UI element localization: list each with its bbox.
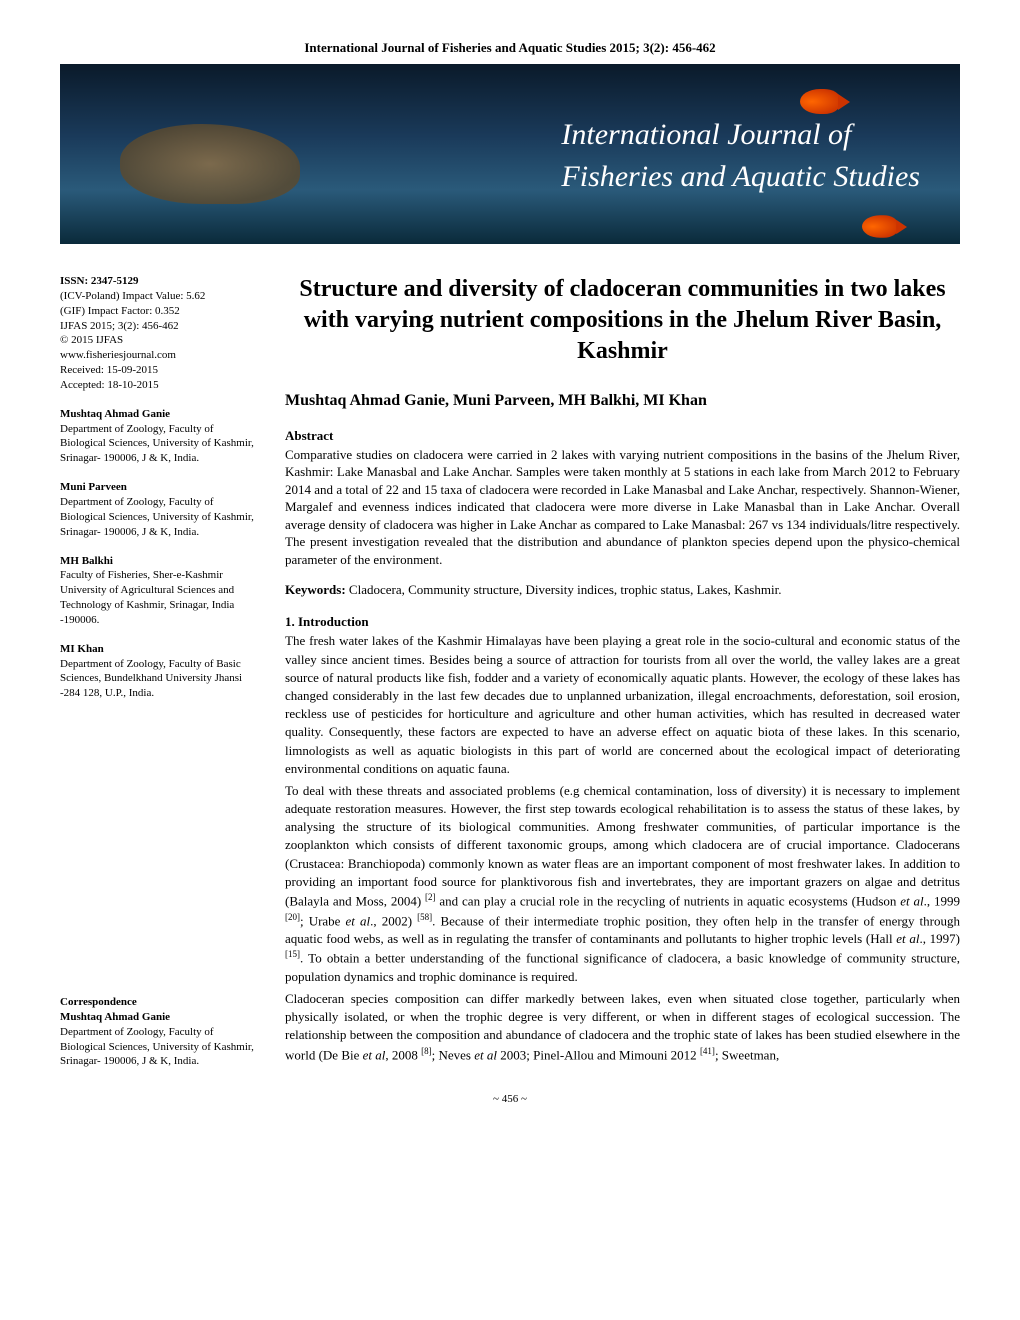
fish-graphic-1 [800, 89, 840, 114]
main-content: Structure and diversity of cladoceran co… [285, 274, 960, 1083]
banner-title-line1: International Journal of [561, 114, 920, 156]
author-name: MI Khan [60, 642, 260, 657]
citation-ref: [2] [425, 892, 436, 902]
author-affiliation: Department of Zoology, Faculty of Biolog… [60, 495, 260, 540]
abstract-text: Comparative studies on cladocera were ca… [285, 446, 960, 569]
keywords-text: Cladocera, Community structure, Diversit… [346, 582, 782, 597]
issn: ISSN: 2347-5129 [60, 274, 260, 289]
intro-paragraph-2: To deal with these threats and associate… [285, 782, 960, 986]
correspondence-label: Correspondence [60, 995, 260, 1010]
text-run: . To obtain a better understanding of th… [285, 951, 960, 984]
copyright: © 2015 IJFAS [60, 333, 260, 348]
received-date: Received: 15-09-2015 [60, 363, 260, 378]
author-block-3: MH Balkhi Faculty of Fisheries, Sher-e-K… [60, 554, 260, 628]
banner-title: International Journal of Fisheries and A… [561, 114, 920, 198]
text-run: ., 2002) [370, 913, 417, 928]
author-affiliation: Faculty of Fisheries, Sher-e-Kashmir Uni… [60, 568, 260, 627]
correspondence-affiliation: Department of Zoology, Faculty of Biolog… [60, 1025, 260, 1070]
icv-value: (ICV-Poland) Impact Value: 5.62 [60, 289, 260, 304]
lobster-graphic [120, 124, 300, 204]
et-al: et al [474, 1047, 497, 1062]
text-run: 2003; Pinel-Allou and Mimouni 2012 [497, 1047, 700, 1062]
journal-header-line: International Journal of Fisheries and A… [60, 40, 960, 56]
intro-heading: 1. Introduction [285, 614, 960, 630]
sidebar-spacer [60, 715, 260, 995]
intro-paragraph-3: Cladoceran species composition can diffe… [285, 990, 960, 1064]
author-block-2: Muni Parveen Department of Zoology, Facu… [60, 480, 260, 539]
text-run: ; Neves [432, 1047, 475, 1062]
citation-ref: [8] [421, 1046, 432, 1056]
author-name: MH Balkhi [60, 554, 260, 569]
et-al: et al [346, 913, 371, 928]
citation-ref: [20] [285, 912, 300, 922]
citation-ref: [58] [417, 912, 432, 922]
keywords-label: Keywords: [285, 582, 346, 597]
et-al: et al [363, 1047, 386, 1062]
journal-url: www.fisheriesjournal.com [60, 348, 260, 363]
article-title: Structure and diversity of cladoceran co… [285, 274, 960, 368]
text-run: ; Sweetman, [715, 1047, 779, 1062]
et-al: et al [896, 931, 919, 946]
abstract-heading: Abstract [285, 428, 960, 444]
journal-meta: ISSN: 2347-5129 (ICV-Poland) Impact Valu… [60, 274, 260, 393]
text-run: ., 1999 [924, 893, 960, 908]
text-run: ., 1997) [919, 931, 960, 946]
banner-title-line2: Fisheries and Aquatic Studies [561, 156, 920, 198]
author-affiliation: Department of Zoology, Faculty of Biolog… [60, 422, 260, 467]
page-number: ~ 456 ~ [60, 1093, 960, 1105]
intro-body: The fresh water lakes of the Kashmir Him… [285, 632, 960, 1064]
ijfas-ref: IJFAS 2015; 3(2): 456-462 [60, 319, 260, 334]
authors-line: Mushtaq Ahmad Ganie, Muni Parveen, MH Ba… [285, 392, 960, 410]
content-columns: ISSN: 2347-5129 (ICV-Poland) Impact Valu… [60, 274, 960, 1083]
author-block-1: Mushtaq Ahmad Ganie Department of Zoolog… [60, 407, 260, 466]
keywords-line: Keywords: Cladocera, Community structure… [285, 582, 960, 598]
citation-ref: [41] [700, 1046, 715, 1056]
author-name: Muni Parveen [60, 480, 260, 495]
intro-paragraph-1: The fresh water lakes of the Kashmir Him… [285, 632, 960, 778]
citation-ref: [15] [285, 949, 300, 959]
author-name: Mushtaq Ahmad Ganie [60, 407, 260, 422]
gif-value: (GIF) Impact Factor: 0.352 [60, 304, 260, 319]
text-run: ; Urabe [300, 913, 346, 928]
text-run: , 2008 [385, 1047, 421, 1062]
author-block-4: MI Khan Department of Zoology, Faculty o… [60, 642, 260, 701]
et-al: et al [900, 893, 923, 908]
author-affiliation: Department of Zoology, Faculty of Basic … [60, 657, 260, 702]
text-run: To deal with these threats and associate… [285, 783, 960, 908]
journal-banner: International Journal of Fisheries and A… [60, 64, 960, 244]
accepted-date: Accepted: 18-10-2015 [60, 378, 260, 393]
sidebar: ISSN: 2347-5129 (ICV-Poland) Impact Valu… [60, 274, 260, 1083]
correspondence-name: Mushtaq Ahmad Ganie [60, 1010, 260, 1025]
text-run: and can play a crucial role in the recyc… [436, 893, 901, 908]
fish-graphic-2 [862, 215, 898, 238]
correspondence-block: Correspondence Mushtaq Ahmad Ganie Depar… [60, 995, 260, 1069]
